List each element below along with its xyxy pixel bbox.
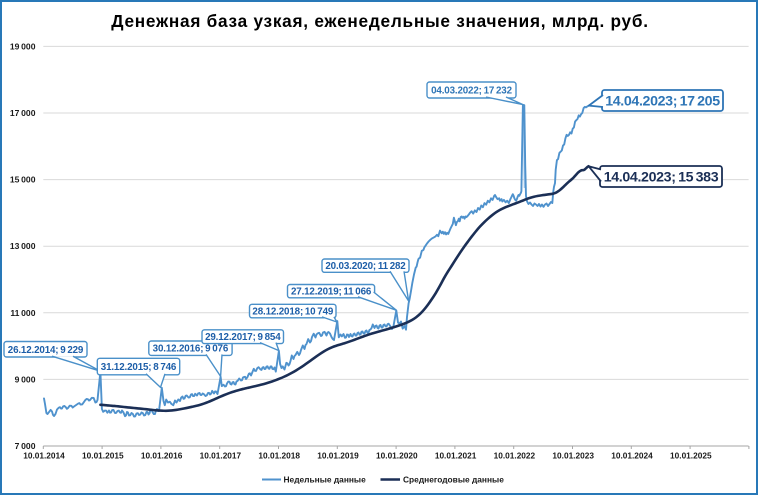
- svg-text:10.01.2018: 10.01.2018: [258, 451, 300, 461]
- svg-text:10.01.2021: 10.01.2021: [435, 451, 477, 461]
- svg-text:13 000: 13 000: [10, 241, 36, 251]
- svg-text:10.01.2023: 10.01.2023: [552, 451, 594, 461]
- svg-text:20.03.2020; 11 282: 20.03.2020; 11 282: [325, 261, 406, 272]
- svg-text:10.01.2022: 10.01.2022: [494, 451, 536, 461]
- svg-text:27.12.2019; 11 066: 27.12.2019; 11 066: [291, 287, 372, 298]
- svg-text:Среднегодовые данные: Среднегодовые данные: [403, 475, 504, 485]
- svg-text:28.12.2018; 10 749: 28.12.2018; 10 749: [252, 307, 333, 318]
- svg-text:10.01.2017: 10.01.2017: [200, 451, 242, 461]
- svg-text:Недельные данные: Недельные данные: [284, 475, 367, 485]
- svg-text:30.12.2016; 9 076: 30.12.2016; 9 076: [153, 344, 229, 355]
- svg-text:10.01.2016: 10.01.2016: [141, 451, 183, 461]
- svg-text:29.12.2017; 9 854: 29.12.2017; 9 854: [205, 332, 281, 343]
- svg-text:9 000: 9 000: [15, 374, 36, 384]
- svg-text:10.01.2019: 10.01.2019: [317, 451, 359, 461]
- svg-text:14.04.2023; 17 205: 14.04.2023; 17 205: [605, 94, 720, 110]
- svg-text:19 000: 19 000: [10, 41, 36, 51]
- svg-text:10.01.2015: 10.01.2015: [82, 451, 124, 461]
- svg-text:Денежная база узкая, еженедель: Денежная база узкая, еженедельные значен…: [111, 11, 648, 31]
- svg-text:11 000: 11 000: [10, 308, 35, 318]
- svg-text:17 000: 17 000: [10, 108, 36, 118]
- svg-text:7 000: 7 000: [15, 441, 36, 451]
- svg-text:14.04.2023; 15 383: 14.04.2023; 15 383: [604, 170, 719, 186]
- svg-text:10.01.2024: 10.01.2024: [611, 451, 653, 461]
- svg-text:10.01.2014: 10.01.2014: [23, 451, 65, 461]
- svg-text:31.12.2015; 8 746: 31.12.2015; 8 746: [101, 362, 177, 373]
- svg-text:10.01.2025: 10.01.2025: [670, 451, 712, 461]
- svg-text:04.03.2022; 17 232: 04.03.2022; 17 232: [431, 86, 512, 97]
- svg-text:26.12.2014; 9 229: 26.12.2014; 9 229: [8, 345, 84, 356]
- svg-text:15 000: 15 000: [10, 175, 36, 185]
- svg-text:10.01.2020: 10.01.2020: [376, 451, 418, 461]
